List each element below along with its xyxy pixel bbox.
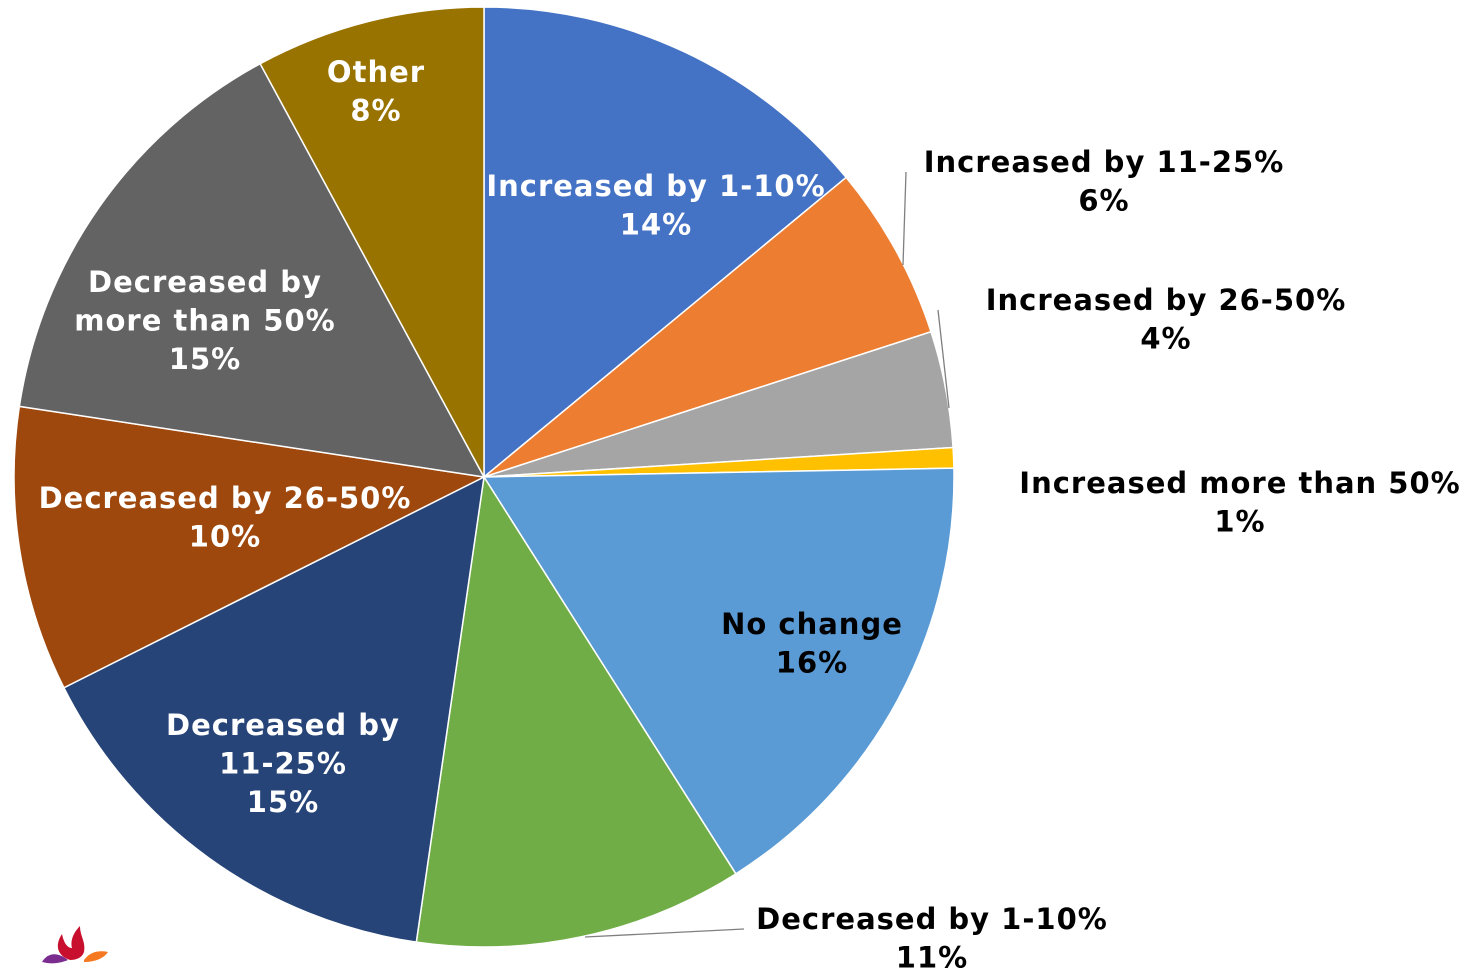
leader-line xyxy=(902,171,907,266)
slice-category-label: Decreased by xyxy=(88,265,322,299)
pie-slice xyxy=(13,405,487,689)
leader-line xyxy=(937,309,950,409)
slice-category-label: Increased by 11-25% xyxy=(924,145,1285,179)
pie-slice xyxy=(483,6,848,479)
slice-percent-label: 10% xyxy=(189,520,261,554)
pie-slice xyxy=(62,475,485,943)
leader-lines xyxy=(584,171,950,938)
slice-category-label: Other xyxy=(327,55,425,89)
slice-percent-label: 8% xyxy=(350,94,401,128)
slice-percent-label: 15% xyxy=(169,342,241,376)
pie-slice xyxy=(259,6,485,478)
slice-category-label: Decreased by 1-10% xyxy=(756,902,1108,936)
slice-category-label: 11-25% xyxy=(219,747,347,781)
slice-category-label: more than 50% xyxy=(74,304,335,338)
slice-category-label: Increased by 26-50% xyxy=(986,283,1347,317)
slice-category-label: Decreased by xyxy=(166,708,400,742)
slice-category-label: Increased by 1-10% xyxy=(486,169,825,203)
leader-line xyxy=(584,928,745,938)
slice-percent-label: 11% xyxy=(896,941,968,970)
slice-percent-label: 6% xyxy=(1078,184,1129,218)
pie-slice xyxy=(18,62,486,478)
slice-percent-label: 4% xyxy=(1140,322,1191,356)
slice-percent-label: 1% xyxy=(1214,505,1265,539)
pie-slice xyxy=(482,467,955,875)
slice-category-label: Decreased by 26-50% xyxy=(39,481,412,515)
slice-percent-label: 14% xyxy=(620,208,692,242)
slice-category-label: Increased more than 50% xyxy=(1019,466,1460,500)
slice-percent-label: 15% xyxy=(247,785,319,819)
flame-logo-icon xyxy=(42,926,108,964)
slice-category-label: No change xyxy=(721,607,903,641)
pie-slice xyxy=(415,474,737,948)
pie-slices xyxy=(13,6,955,948)
slice-percent-label: 16% xyxy=(776,646,848,680)
pie-slice xyxy=(483,176,932,478)
data-labels: Increased by 1-10% 14% Increased by 11-25%… xyxy=(39,55,1460,970)
